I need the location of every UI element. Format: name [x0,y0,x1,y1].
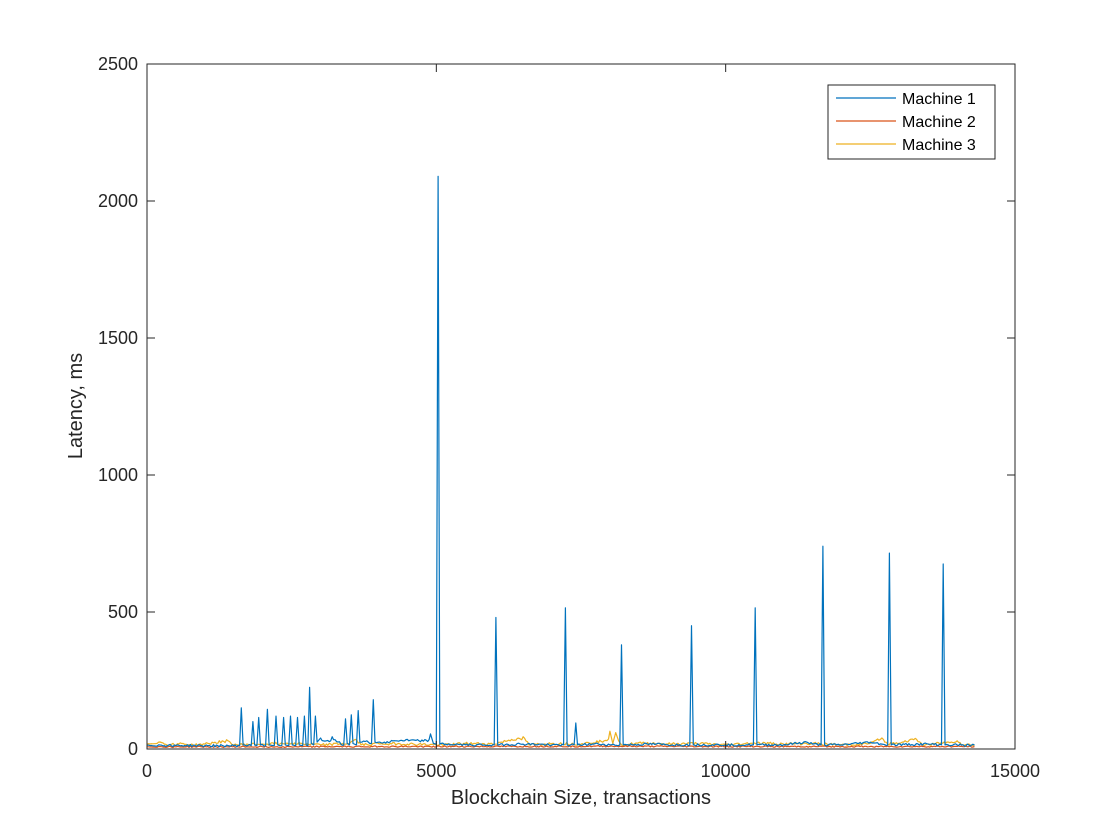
x-tick-label: 10000 [701,761,751,781]
y-tick-label: 500 [108,602,138,622]
x-tick-label: 0 [142,761,152,781]
y-tick-label: 0 [128,739,138,759]
y-axis-label: Latency, ms [65,353,87,459]
y-tick-label: 1000 [98,465,138,485]
series-layer [146,175,975,749]
legend-box [827,84,996,160]
legend: Machine 1 Machine 2 Machine 3 [827,84,996,160]
legend-label-machine-3: Machine 3 [902,137,976,154]
legend-label-machine-1: Machine 1 [902,91,976,108]
y-tick-label: 1500 [98,328,138,348]
legend-label-machine-2: Machine 2 [902,114,976,131]
series-line-machine-1 [146,175,975,748]
axes-box [146,63,1016,750]
x-axis-label: Blockchain Size, transactions [451,787,711,809]
y-tick-label: 2000 [98,191,138,211]
y-tick-label: 2500 [98,54,138,74]
x-tick-label: 5000 [416,761,456,781]
tick-layer: 0 5000 10000 15000 0 500 1000 1500 2000 2500 [98,54,1040,781]
x-tick-label: 15000 [990,761,1040,781]
plot-area [147,64,1015,749]
